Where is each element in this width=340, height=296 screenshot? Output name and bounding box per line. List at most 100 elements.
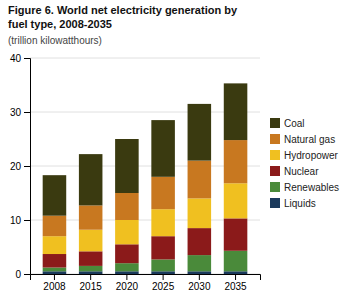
bar: [115, 244, 139, 263]
series: [43, 271, 248, 274]
bar: [79, 271, 103, 274]
x-tick: 2008: [43, 274, 66, 292]
bar: [151, 209, 175, 236]
y-tick: 10: [10, 215, 30, 226]
plot: 010203040200820152020202520302035: [10, 53, 261, 292]
bar: [188, 198, 212, 228]
bar: [115, 271, 139, 274]
bar: [79, 266, 103, 271]
tick-label: 2025: [152, 281, 175, 292]
tick-mark: [24, 112, 30, 113]
bar: [79, 251, 103, 266]
legend-label: Renewables: [284, 182, 339, 193]
bar: [188, 228, 212, 255]
bar: [79, 230, 103, 252]
y-axis: 0 10 20 30 40: [10, 53, 31, 280]
title: Figure 6. World net electricity generati…: [8, 4, 238, 16]
y-tick: 30: [10, 107, 30, 118]
bar: [224, 140, 248, 183]
legend-label: Nuclear: [284, 166, 319, 177]
tick-mark: [24, 166, 30, 167]
bar: [43, 254, 67, 268]
tick-mark: [199, 274, 200, 280]
tick-mark: [24, 220, 30, 221]
tick-label: 2008: [43, 281, 66, 292]
tick-label: 2030: [188, 281, 211, 292]
bar: [188, 104, 212, 161]
bar: [188, 255, 212, 271]
bar: [151, 271, 175, 274]
y-tick: 0: [15, 269, 30, 280]
legend-swatch: [270, 166, 280, 176]
bar: [115, 139, 139, 193]
legend-swatch: [270, 198, 280, 208]
legend-label: Coal: [284, 118, 305, 129]
tick-mark: [90, 274, 91, 280]
bar: [151, 259, 175, 271]
bar: [224, 271, 248, 274]
x-axis: 2008 2015 2020 2025 2030 2035: [31, 274, 261, 292]
bar: [151, 236, 175, 259]
tick-label: 2035: [224, 281, 247, 292]
x-tick: 2035: [224, 274, 247, 292]
legend-label: Natural gas: [284, 134, 335, 145]
x-tick: 2030: [188, 274, 211, 292]
bar: [115, 220, 139, 244]
series: [43, 183, 248, 254]
bar: [188, 271, 212, 274]
tick-label: 40: [10, 53, 22, 64]
legend: Coal Natural gas Hydropower Nuclear Renewabl…: [270, 118, 339, 209]
tick-label: 2020: [116, 281, 139, 292]
series: [43, 218, 248, 267]
tick-mark: [235, 274, 236, 280]
bar: [43, 271, 67, 274]
series: [43, 140, 248, 236]
tick-label: 30: [10, 107, 22, 118]
legend-swatch: [270, 118, 280, 128]
series: [43, 251, 248, 272]
tick-label: 20: [10, 161, 22, 172]
grid-line: [30, 58, 260, 59]
bar: [151, 177, 175, 209]
bar: [224, 218, 248, 250]
axis-domain: [31, 275, 261, 281]
bar: [115, 263, 139, 271]
legend-swatch: [270, 134, 280, 144]
x-tick: 2015: [80, 274, 103, 292]
chart: Figure 6. World net electricity generati…: [0, 0, 340, 296]
tick-label: 2015: [80, 281, 103, 292]
bar: [224, 83, 248, 140]
bar: [43, 216, 67, 237]
grid: [30, 58, 260, 274]
legend-label: Hydropower: [284, 150, 339, 161]
y-tick: 20: [10, 161, 30, 172]
tick-mark: [163, 274, 164, 280]
axis-domain: [24, 59, 31, 275]
y-tick: 40: [10, 53, 30, 64]
bar: [43, 236, 67, 254]
bar: [79, 154, 103, 205]
tick-label: 0: [15, 269, 21, 280]
bar: [43, 175, 67, 216]
bar: [43, 268, 67, 272]
bar: [224, 251, 248, 272]
series: [43, 83, 248, 215]
x-tick: 2020: [116, 274, 139, 292]
bar: [224, 183, 248, 218]
bar: [79, 205, 103, 229]
tick-mark: [54, 274, 55, 280]
tick-label: 10: [10, 215, 22, 226]
legend-swatch: [270, 150, 280, 160]
tick-mark: [126, 274, 127, 280]
title: fuel type, 2008-2035: [8, 18, 112, 30]
bar: [115, 193, 139, 220]
tick-mark: [24, 274, 30, 275]
bar: [151, 120, 175, 177]
bars: [43, 83, 248, 274]
x-tick: 2025: [152, 274, 175, 292]
bar: [188, 161, 212, 199]
tick-mark: [24, 58, 30, 59]
subtitle: (trillion kilowatthours): [8, 35, 102, 46]
legend-label: Liquids: [284, 198, 316, 209]
legend-swatch: [270, 182, 280, 192]
